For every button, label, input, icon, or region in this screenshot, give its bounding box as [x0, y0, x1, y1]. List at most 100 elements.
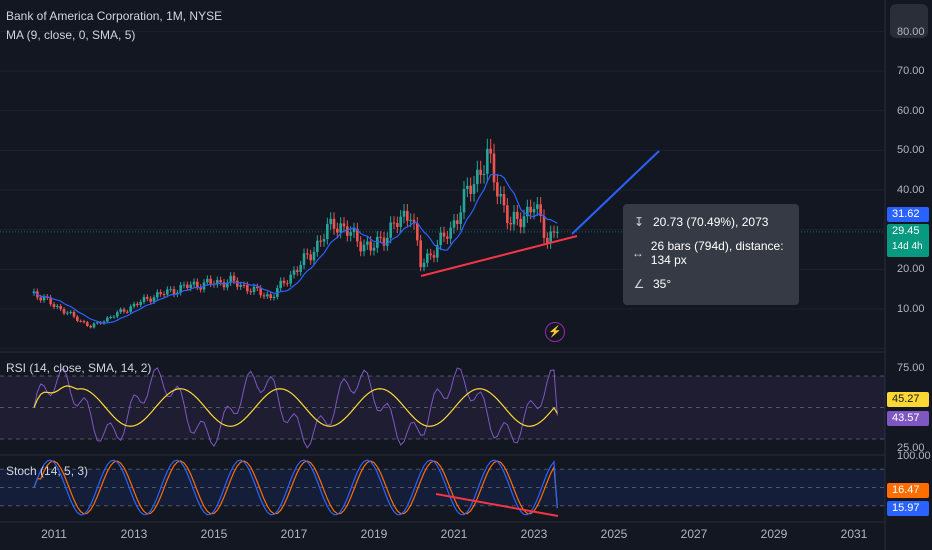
candle-body [299, 265, 302, 272]
candle-body [206, 278, 209, 283]
candle-body [169, 289, 172, 291]
time-tick: 2023 [520, 527, 548, 541]
vertical-measure-icon: ↧ [633, 215, 645, 229]
candle-body [259, 288, 262, 296]
candle-body [489, 148, 492, 154]
candle-body [182, 284, 186, 286]
candle-body [89, 325, 92, 328]
candle-body [122, 309, 126, 312]
candle-body [386, 237, 389, 246]
candle-body [92, 323, 96, 328]
candle-body [252, 286, 256, 293]
stoch-tick: 100.00 [897, 450, 931, 462]
candle-body [319, 240, 322, 242]
candle-body [546, 237, 549, 244]
candle-body [126, 311, 129, 313]
candle-body [492, 153, 496, 183]
candle-body [166, 289, 169, 295]
time-tick: 2025 [600, 527, 628, 541]
candle-body [556, 231, 559, 233]
candle-body [456, 220, 459, 224]
candle-body [369, 241, 372, 251]
ma-legend: MA (9, close, 0, SMA, 5) [6, 28, 136, 42]
price-tick: 60.00 [897, 105, 925, 117]
candle-body [396, 223, 399, 227]
stoch-divergence-line [435, 493, 559, 517]
horizontal-measure-icon: ↔ [631, 246, 644, 260]
time-tick: 2017 [280, 527, 308, 541]
time-tick: 2021 [440, 527, 468, 541]
candle-body [332, 218, 336, 229]
time-tick: 2027 [680, 527, 708, 541]
candle-body [96, 322, 99, 324]
candle-body [39, 297, 42, 301]
candle-body [442, 232, 446, 237]
candle-body [56, 306, 59, 308]
rsi-legend: RSI (14, close, SMA, 14, 2) [6, 361, 152, 375]
price-tick: 10.00 [897, 303, 925, 315]
candle-body [199, 287, 202, 290]
angle-row: ∠ 35° [623, 275, 672, 293]
candle-body [429, 253, 432, 256]
candle-body [479, 169, 482, 175]
time-tick: 2031 [840, 527, 868, 541]
angle-text: 35° [653, 277, 672, 291]
candle-body [366, 241, 369, 245]
candle-body [312, 251, 316, 261]
candle-body [82, 321, 86, 323]
candle-body [132, 303, 136, 307]
candle-body [156, 292, 159, 298]
candle-body [499, 193, 502, 197]
candle-body [149, 298, 152, 302]
candle-body [292, 270, 296, 275]
candle-body [242, 284, 246, 286]
candle-body [52, 304, 56, 308]
candle-body [119, 309, 122, 313]
rsi-value-badge: 43.57 [887, 411, 929, 426]
bars-text: 26 bars (794d), distance: 134 px [650, 239, 784, 267]
candle-body [266, 294, 269, 297]
candle-body [406, 210, 409, 221]
candle-body [236, 280, 239, 287]
candle-body [72, 311, 76, 317]
candle-body [459, 212, 462, 224]
candle-body [519, 218, 522, 228]
candle-body [209, 278, 212, 284]
time-tick: 2013 [120, 527, 148, 541]
candle-body [482, 173, 486, 175]
candle-body [486, 148, 489, 174]
candle-body [322, 239, 326, 242]
rsi-signal-line [33, 385, 558, 427]
candle-body [402, 210, 406, 217]
candle-body [392, 222, 396, 224]
candle-body [172, 289, 176, 295]
candle-body [516, 211, 519, 219]
time-tick: 2011 [41, 527, 67, 541]
candle-body [216, 280, 219, 285]
angle-icon: ∠ [633, 277, 645, 291]
support-trendline [420, 235, 578, 277]
rsi-band [0, 375, 885, 440]
candle-body [129, 306, 132, 312]
candle-body [339, 223, 342, 233]
chart-settings-button[interactable] [890, 4, 928, 38]
candle-body [446, 236, 449, 239]
candle-body [359, 241, 362, 252]
last-price-value: 29.45 [892, 225, 920, 237]
stoch-d-line [33, 460, 558, 515]
price-tick: 40.00 [897, 184, 925, 196]
candle-body [412, 219, 416, 224]
candle-body [296, 270, 299, 272]
candle-body [379, 236, 382, 238]
candle-body [509, 223, 512, 225]
candle-body [349, 232, 352, 236]
candle-body [186, 284, 189, 289]
rsi-series-line [33, 367, 558, 449]
bars-row: ↔ 26 bars (794d), distance: 134 px [623, 239, 799, 267]
candle-body [416, 223, 419, 241]
candle-body [326, 223, 329, 240]
candle-body [476, 169, 479, 185]
lightning-icon[interactable]: ⚡ [545, 322, 565, 342]
rsi-signal-badge: 45.27 [887, 392, 929, 407]
